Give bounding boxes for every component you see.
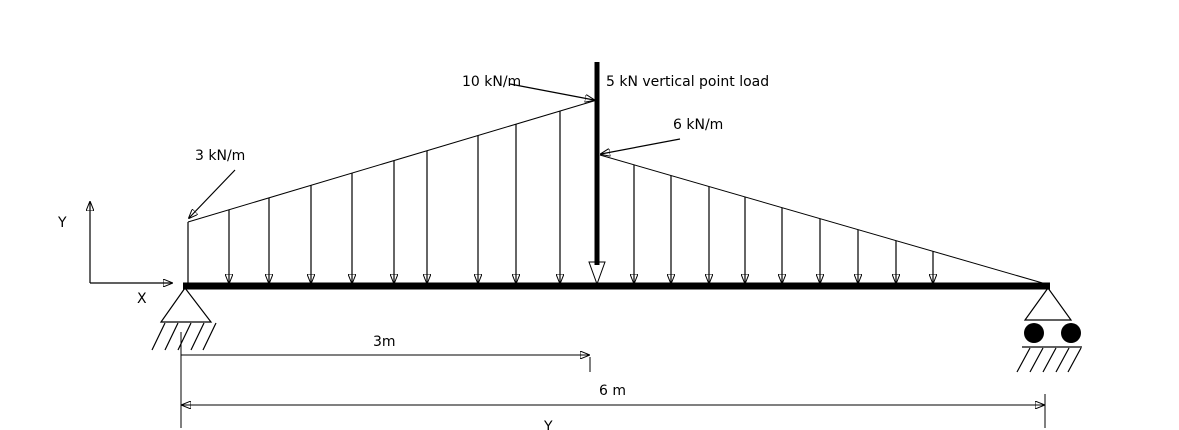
dimension-label: Y [543,419,553,430]
load-outline-left [187,99,598,223]
label-pointer [189,169,236,218]
axis-label: Y [57,215,67,231]
pin-support [159,286,213,323]
roller [1061,323,1081,343]
load-label: 10 kN/m [462,74,521,90]
dimension-label: 6 m [599,383,626,399]
axis-label: X [137,291,147,307]
roller-support [1023,286,1073,321]
load-arrows [229,111,933,283]
load-label: 5 kN vertical point load [606,74,769,90]
label-pointer [509,83,594,100]
dimension-label: 3m [373,334,396,350]
roller [1024,323,1044,343]
ground-hatch [1016,347,1082,373]
ground-hatch [151,322,217,351]
load-label: 3 kN/m [195,148,245,164]
load-outline-right [599,154,1047,285]
load-label: 6 kN/m [673,117,723,133]
label-pointer [601,138,681,154]
point-load-head [588,261,606,286]
